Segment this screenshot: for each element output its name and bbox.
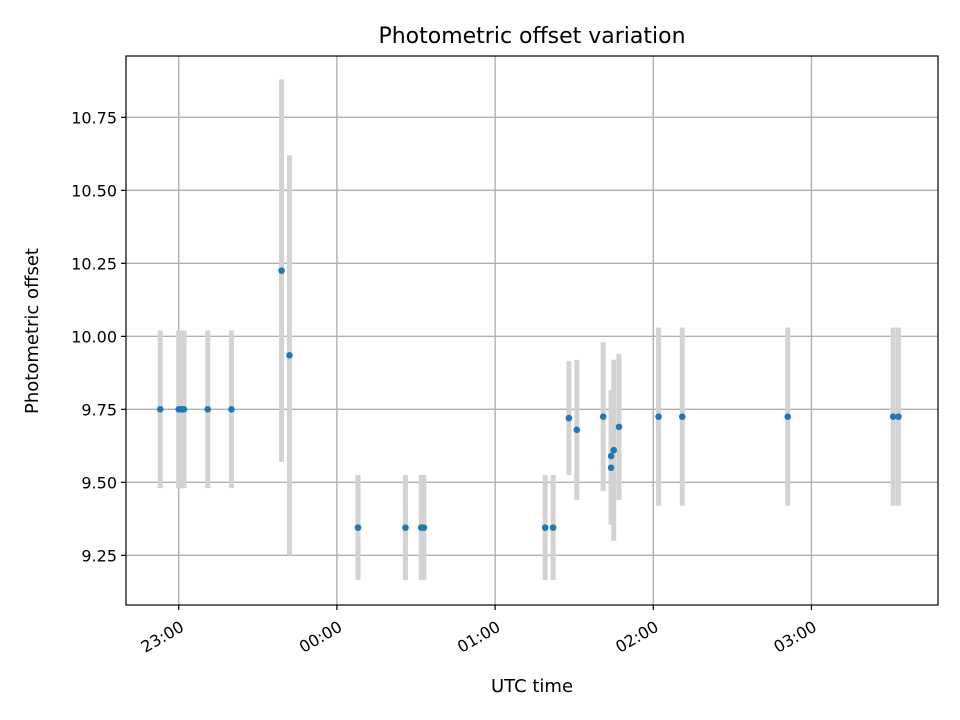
data-point [607, 452, 615, 460]
data-point [420, 524, 428, 531]
grid-layer [126, 56, 938, 605]
y-axis-label: Photometric offset [22, 248, 43, 414]
y-tick-label: 9.50 [81, 473, 117, 492]
y-tick-label: 10.50 [71, 181, 117, 200]
y-tick-label: 10.75 [71, 108, 117, 127]
y-tick-label: 9.75 [81, 400, 117, 419]
y-tick-label: 10.25 [71, 254, 117, 273]
data-point [678, 413, 686, 420]
data-point [156, 406, 164, 413]
plot-frame [125, 55, 939, 606]
data-point [565, 414, 573, 422]
y-tick-label: 10.00 [71, 327, 117, 346]
x-tick-label: 23:00 [138, 617, 187, 657]
x-axis-label: UTC time [491, 676, 573, 697]
errorbar-layer [157, 79, 901, 581]
data-point [607, 464, 615, 472]
data-point [354, 524, 362, 531]
data-point [615, 423, 623, 431]
chart-title: Photometric offset variation [378, 24, 685, 49]
data-point [278, 267, 285, 274]
point-layer [156, 267, 902, 531]
data-point [599, 413, 607, 420]
data-point [204, 406, 212, 413]
data-point [541, 524, 549, 531]
data-point [402, 524, 409, 531]
data-point [610, 446, 618, 454]
data-point [286, 352, 293, 359]
data-point [228, 406, 235, 413]
x-tick-label: 01:00 [454, 617, 503, 657]
data-point [784, 413, 792, 420]
data-point [573, 426, 581, 434]
data-point [549, 524, 557, 531]
x-tick-label: 03:00 [770, 617, 819, 657]
x-tick-label: 00:00 [296, 617, 345, 657]
data-point [889, 413, 897, 420]
data-point [895, 413, 902, 420]
y-tick-label: 9.25 [81, 546, 117, 565]
x-tick-label: 02:00 [612, 617, 661, 657]
data-point [180, 406, 188, 413]
data-point [655, 413, 662, 420]
